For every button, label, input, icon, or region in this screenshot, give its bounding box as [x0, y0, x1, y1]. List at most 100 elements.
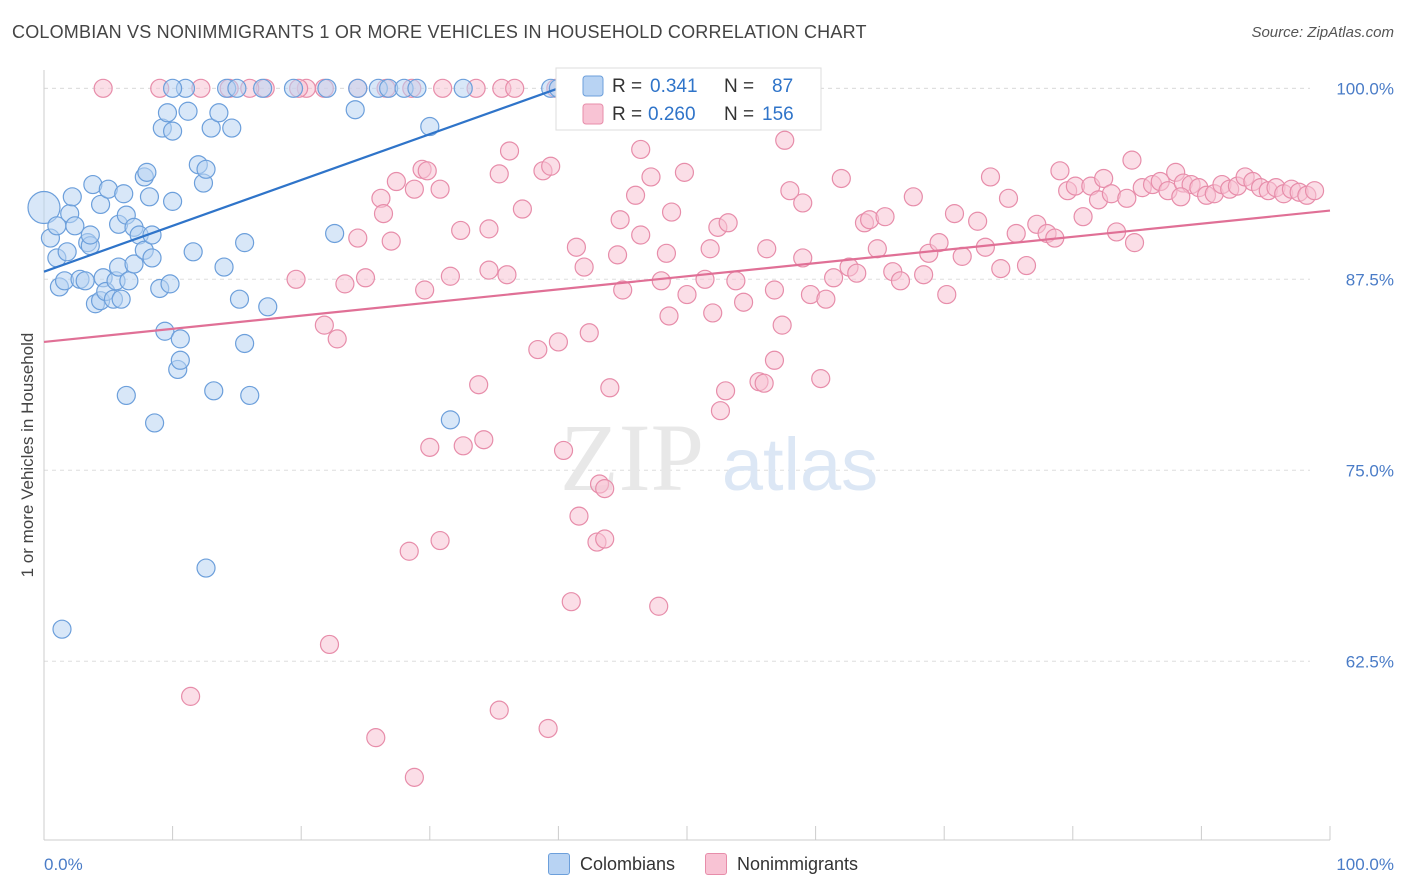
- colombians-point: [62, 187, 82, 207]
- colombians-point: [209, 103, 229, 123]
- nonimmigrants-point: [824, 268, 844, 288]
- nonimmigrants-point: [1117, 188, 1137, 208]
- nonimmigrants-point: [1304, 181, 1325, 201]
- legend-label-colombians: Colombians: [579, 853, 675, 874]
- nonimmigrants-point: [505, 78, 525, 98]
- legend-item-colombians: Colombians: [547, 853, 675, 875]
- colombians-point: [178, 101, 198, 121]
- colombians-point: [229, 289, 250, 309]
- nonimmigrants-trend-line: [43, 209, 1331, 344]
- colombians-point: [124, 254, 144, 274]
- nonimmigrants-point: [595, 479, 615, 499]
- nonimmigrants-point: [1016, 255, 1037, 276]
- nonimmigrants-point: [93, 78, 113, 98]
- colombians-point: [27, 190, 61, 225]
- nonimmigrants-point: [319, 634, 340, 655]
- nonimmigrants-point: [700, 239, 720, 259]
- source-label: Source: ZipAtlas.com: [1251, 24, 1394, 41]
- colombians-point: [453, 78, 473, 98]
- nonimmigrants-point: [286, 269, 306, 289]
- nonimmigrants-point: [479, 260, 499, 280]
- nonimmigrants-point: [600, 378, 620, 398]
- nonimmigrants-point: [474, 430, 494, 450]
- colombians-point: [163, 191, 183, 211]
- colombians-point: [235, 333, 255, 354]
- nonimmigrants-point: [710, 401, 731, 421]
- x-tick-label: 100.0%: [1336, 855, 1394, 874]
- nonimmigrants-point: [327, 329, 347, 349]
- nonimmigrants-point: [733, 292, 754, 312]
- colombians-point: [407, 78, 427, 98]
- legend-r-label: R =: [612, 104, 642, 125]
- colombians-point: [348, 78, 368, 98]
- watermark: ZIP atlas: [560, 404, 878, 511]
- watermark-atlas: atlas: [722, 423, 878, 506]
- nonimmigrants-point: [548, 332, 569, 352]
- legend-n-value: 87: [772, 76, 793, 97]
- nonimmigrants-point: [420, 437, 440, 457]
- legend-r-value: 0.341: [650, 76, 698, 97]
- nonimmigrants-point: [610, 210, 630, 230]
- nonimmigrants-point: [875, 207, 895, 227]
- colombians-point: [142, 248, 162, 268]
- colombians-point: [65, 216, 85, 236]
- y-tick-label: 62.5%: [1346, 652, 1394, 671]
- nonimmigrants-point: [793, 193, 813, 213]
- series-legend: Colombians Nonimmigrants: [0, 853, 1406, 875]
- colombians-point: [222, 118, 242, 138]
- x-tick-label: 0.0%: [44, 855, 83, 874]
- nonimmigrants-point: [1124, 233, 1145, 253]
- nonimmigrants-point: [355, 268, 376, 288]
- legend-swatch-colombians: [582, 75, 604, 97]
- nonimmigrants-point: [831, 168, 851, 189]
- nonimmigrants-point: [775, 130, 795, 150]
- colombians-point: [170, 350, 190, 370]
- nonimmigrants-point: [718, 213, 738, 233]
- nonimmigrants-point: [625, 185, 646, 205]
- nonimmigrants-point: [998, 188, 1019, 208]
- colombians-point: [57, 242, 77, 262]
- nonimmigrants-point: [1006, 223, 1026, 244]
- nonimmigrants-point: [726, 271, 746, 291]
- nonimmigrants-point: [451, 220, 471, 241]
- nonimmigrants-point: [561, 592, 581, 612]
- legend-label-nonimmigrants: Nonimmigrants: [737, 853, 859, 874]
- nonimmigrants-point: [980, 167, 1001, 187]
- nonimmigrants-point: [528, 339, 548, 360]
- nonimmigrants-point: [366, 728, 386, 748]
- nonimmigrants-point: [674, 162, 695, 182]
- nonimmigrants-point: [952, 246, 972, 266]
- colombians-point: [183, 242, 203, 262]
- nonimmigrants-point: [607, 245, 628, 265]
- nonimmigrants-point: [430, 530, 450, 551]
- nonimmigrants-point: [386, 171, 406, 192]
- nonimmigrants-point: [499, 141, 520, 161]
- nonimmigrants-point: [991, 259, 1011, 279]
- nonimmigrants-point: [847, 263, 867, 283]
- nonimmigrants-point: [703, 303, 723, 323]
- nonimmigrants-point: [968, 211, 988, 231]
- nonimmigrants-point: [579, 323, 599, 343]
- nonimmigrants-point: [479, 219, 499, 239]
- y-tick-label: 75.0%: [1346, 461, 1394, 480]
- nonimmigrants-point: [497, 265, 517, 285]
- colombians-point: [52, 619, 72, 639]
- legend-r-label: R =: [612, 76, 642, 97]
- colombians-point: [325, 223, 345, 244]
- colombians-point: [163, 78, 183, 98]
- nonimmigrants-point: [659, 306, 679, 326]
- nonimmigrants-point: [569, 506, 589, 526]
- nonimmigrants-point: [440, 266, 460, 286]
- nonimmigrants-point: [595, 529, 615, 549]
- colombians-point: [75, 271, 95, 291]
- legend-n-label: N =: [724, 76, 754, 97]
- nonimmigrants-point: [512, 199, 532, 219]
- colombians-point: [90, 194, 111, 215]
- legend-n-value: 156: [762, 104, 794, 125]
- nonimmigrants-point: [757, 239, 777, 259]
- colombians-point: [160, 274, 180, 294]
- nonimmigrants-point: [890, 271, 911, 291]
- nonimmigrants-point: [811, 369, 831, 389]
- nonimmigrants-point: [929, 233, 949, 253]
